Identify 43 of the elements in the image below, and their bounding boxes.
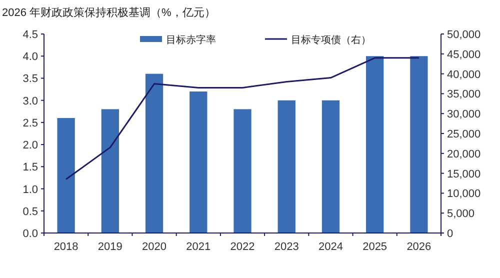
x-tick-label: 2021 bbox=[186, 241, 211, 253]
y2-tick-label: 50,000 bbox=[447, 29, 481, 41]
y-tick-label: 1.0 bbox=[22, 184, 38, 196]
y2-tick-label: 15,000 bbox=[447, 168, 481, 180]
chart-title: 2026 年财政政策保持积极基调（%，亿元） bbox=[2, 6, 216, 19]
y-tick-label: 0.0 bbox=[22, 228, 38, 240]
bar bbox=[234, 109, 252, 233]
y-tick-label: 4.5 bbox=[22, 29, 38, 41]
y2-tick-label: 5,000 bbox=[447, 208, 475, 220]
y2-tick-label: 45,000 bbox=[447, 48, 481, 61]
x-tick-label: 2026 bbox=[406, 241, 432, 253]
x-tick-label: 2018 bbox=[54, 241, 78, 253]
y2-tick-label: 10,000 bbox=[447, 188, 481, 200]
x-tick-label: 2019 bbox=[98, 241, 122, 253]
y-tick-label: 3.0 bbox=[22, 95, 38, 108]
x-tick-label: 2020 bbox=[142, 241, 167, 253]
legend-label: 目标专项债（右） bbox=[291, 34, 371, 46]
y-tick-label: 3.5 bbox=[22, 73, 38, 86]
bar bbox=[101, 109, 119, 233]
bar bbox=[366, 56, 384, 233]
y2-tick-label: 0 bbox=[447, 228, 454, 240]
x-tick-label: 2022 bbox=[230, 241, 255, 253]
y-tick-label: 0.5 bbox=[22, 206, 38, 218]
y2-tick-label: 35,000 bbox=[447, 88, 481, 101]
y2-tick-label: 25,000 bbox=[447, 128, 481, 140]
x-tick-label: 2024 bbox=[318, 241, 343, 253]
x-tick-label: 2025 bbox=[362, 241, 388, 253]
y2-tick-label: 40,000 bbox=[447, 68, 481, 81]
bar bbox=[278, 100, 296, 233]
y-tick-label: 2.0 bbox=[22, 140, 38, 152]
x-tick-label: 2023 bbox=[274, 241, 299, 253]
y-tick-label: 4.0 bbox=[22, 51, 38, 64]
bar bbox=[190, 91, 208, 233]
bar bbox=[322, 100, 340, 233]
y2-tick-label: 30,000 bbox=[447, 108, 481, 121]
bar bbox=[145, 74, 164, 233]
bar bbox=[410, 56, 428, 233]
y-tick-label: 2.5 bbox=[22, 117, 38, 130]
line-series bbox=[65, 57, 420, 180]
y2-tick-label: 20,000 bbox=[447, 148, 481, 160]
bar bbox=[57, 118, 75, 233]
legend-label: 目标赤字率 bbox=[166, 34, 216, 46]
y-tick-label: 1.5 bbox=[22, 162, 38, 174]
